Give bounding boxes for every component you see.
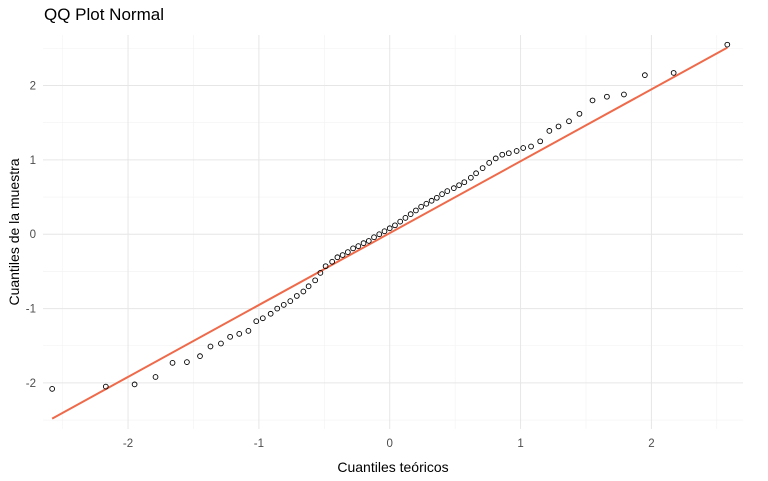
data-point	[604, 93, 610, 100]
data-point	[274, 305, 281, 312]
data-point	[227, 333, 233, 340]
data-point	[433, 194, 440, 201]
x-tick-label: -2	[123, 438, 133, 450]
data-point	[253, 318, 260, 325]
data-point	[131, 381, 138, 388]
data-point	[218, 340, 224, 347]
data-point	[439, 191, 445, 197]
data-point	[345, 249, 351, 255]
grid-layer	[43, 35, 743, 429]
chart-title: QQ Plot Normal	[44, 5, 164, 24]
data-point	[566, 118, 572, 125]
data-point	[546, 128, 553, 134]
points-layer	[49, 41, 731, 392]
data-point	[537, 138, 544, 145]
data-point	[300, 288, 307, 295]
data-point	[528, 143, 534, 150]
data-point	[386, 225, 393, 232]
data-point	[418, 203, 424, 210]
data-point	[322, 263, 329, 270]
data-point	[486, 160, 493, 166]
data-point	[376, 231, 383, 238]
data-point	[236, 330, 243, 337]
data-point	[461, 179, 468, 186]
data-point	[334, 254, 341, 261]
data-point	[413, 207, 419, 214]
y-tick-label: 2	[30, 81, 36, 93]
data-point	[450, 185, 457, 191]
data-point	[468, 174, 474, 181]
data-point	[392, 222, 398, 229]
data-point	[329, 258, 336, 265]
data-point	[428, 197, 435, 204]
data-point	[305, 283, 312, 290]
data-point	[371, 234, 377, 241]
tick-labels-layer: -2 -1 0 1 2 -2 -1 0 1 2	[26, 81, 655, 450]
data-point	[350, 245, 356, 252]
data-point	[670, 70, 677, 76]
data-point	[355, 243, 362, 249]
data-point	[169, 359, 176, 366]
data-point	[317, 270, 324, 276]
data-point	[479, 165, 486, 171]
data-point	[102, 383, 109, 390]
data-point	[280, 302, 287, 308]
data-point	[365, 238, 372, 244]
reference-line-layer	[51, 46, 728, 420]
x-tick-label: 2	[648, 438, 654, 450]
data-point	[456, 182, 462, 189]
y-tick-label: -1	[26, 304, 36, 316]
data-point	[339, 252, 346, 258]
x-axis-title: Cuantiles teóricos	[337, 459, 448, 475]
data-point	[505, 150, 512, 157]
data-point	[259, 315, 266, 322]
data-point	[555, 123, 562, 130]
data-point	[724, 41, 731, 48]
data-point	[520, 145, 527, 151]
data-point	[293, 293, 300, 299]
y-axis-title: Cuantiles de la muestra	[6, 158, 22, 305]
data-point	[267, 310, 274, 317]
y-tick-label: 0	[30, 229, 36, 241]
data-point	[576, 110, 583, 117]
x-tick-label: -1	[254, 438, 264, 450]
data-point	[312, 277, 318, 284]
data-point	[207, 343, 214, 350]
x-tick-label: 1	[517, 438, 523, 450]
data-point	[513, 148, 520, 154]
data-point	[381, 228, 388, 235]
data-point	[184, 359, 190, 365]
x-tick-label: 0	[387, 438, 393, 450]
data-point	[473, 170, 479, 177]
data-point	[397, 218, 404, 225]
data-point	[360, 240, 367, 247]
data-point	[245, 328, 252, 334]
data-point	[402, 215, 409, 221]
data-point	[499, 151, 506, 158]
reference-line	[51, 46, 728, 420]
data-point	[407, 211, 414, 218]
data-point	[49, 386, 56, 392]
data-point	[492, 155, 499, 162]
data-point	[152, 374, 159, 380]
data-point	[589, 97, 596, 104]
data-point	[197, 353, 203, 359]
y-tick-label: 1	[30, 155, 36, 167]
data-point	[423, 200, 430, 207]
data-point	[444, 188, 451, 194]
y-tick-label: -2	[26, 378, 36, 390]
data-point	[642, 72, 648, 78]
data-point	[287, 298, 294, 304]
data-point	[621, 91, 627, 98]
